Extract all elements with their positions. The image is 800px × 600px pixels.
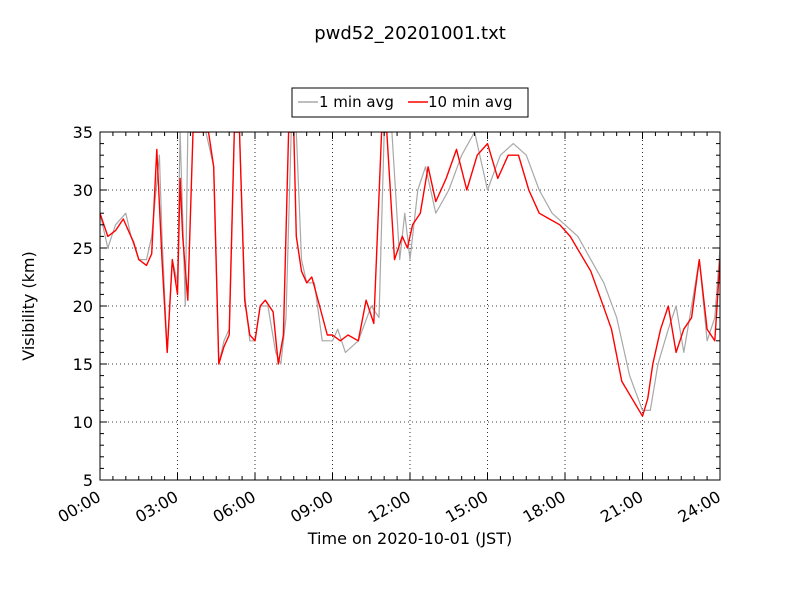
- series-1min-avg-line: [100, 132, 720, 411]
- legend-label-1min: 1 min avg: [319, 93, 394, 111]
- y-axis-label: Visibility (km): [19, 251, 38, 360]
- series-10min-avg-line: [100, 132, 720, 417]
- axis-ticks: [99, 131, 721, 481]
- series-layer: [100, 132, 720, 417]
- y-tick-labels: 5 10 15 20 25 30 35: [73, 123, 93, 490]
- y-tick-label: 20: [73, 297, 93, 316]
- legend: 1 min avg 10 min avg: [291, 87, 529, 118]
- grid-lines: [100, 132, 720, 480]
- y-tick-label: 15: [73, 355, 93, 374]
- y-tick-label: 30: [73, 181, 93, 200]
- y-tick-label: 5: [83, 471, 93, 490]
- y-tick-label: 10: [73, 413, 93, 432]
- y-tick-label: 25: [73, 239, 93, 258]
- x-axis-label: Time on 2020-10-01 (JST): [307, 529, 512, 548]
- legend-label-10min: 10 min avg: [428, 93, 513, 111]
- y-tick-label: 35: [73, 123, 93, 142]
- chart-title: pwd52_20201001.txt: [314, 23, 506, 44]
